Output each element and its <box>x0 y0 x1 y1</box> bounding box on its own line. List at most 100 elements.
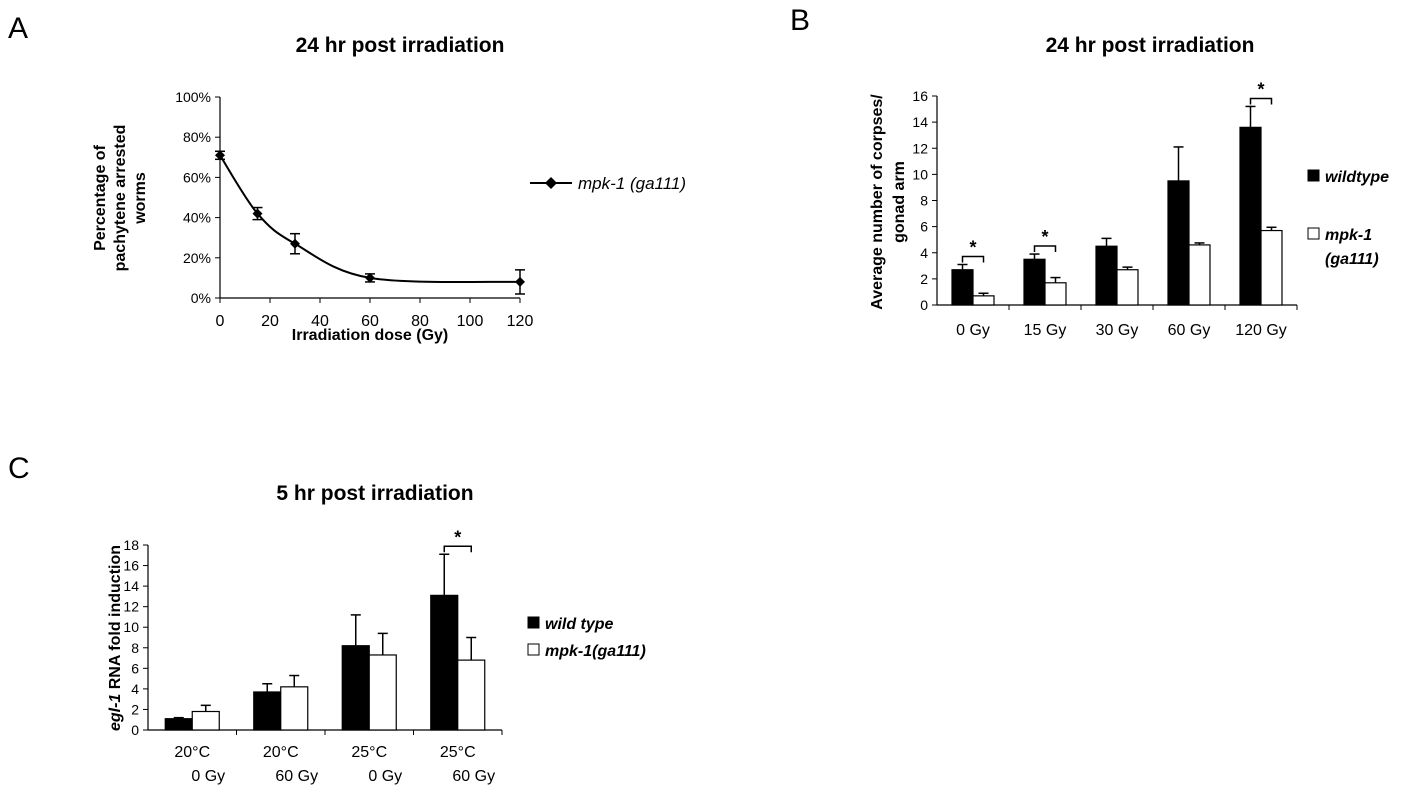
chart-b-significance-bracket <box>1249 97 1273 105</box>
chart-c-category-label: 25°C <box>351 744 387 761</box>
chart-b-y-axis-label-text-line: gonad arm <box>891 161 908 243</box>
chart-c-bar <box>164 718 193 731</box>
chart-c-category-label: 0 Gy <box>191 768 225 785</box>
chart-b-category-label: 120 Gy <box>1235 322 1287 339</box>
chart-a: 24 hr post irradiation Percentage of pach… <box>92 34 686 344</box>
chart-b-legend-label-wildtype: wildtype <box>1325 169 1389 186</box>
chart-c-y-tick-label: 4 <box>131 681 139 697</box>
chart-c-category-label: 25°C <box>440 744 476 761</box>
chart-c-category-label: 60 Gy <box>275 768 318 785</box>
chart-c-y-tick-label: 0 <box>131 722 139 738</box>
chart-b-bar <box>1188 244 1211 306</box>
chart-a-y-axis-label-text-line: Percentage of <box>92 144 109 250</box>
chart-a-data-point <box>252 208 263 219</box>
chart-a-x-tick-label: 100 <box>457 313 484 330</box>
chart-b-significance-bracket <box>1033 245 1057 253</box>
chart-c-significance-label: * <box>454 527 461 547</box>
chart-a-y-tick-label: 60% <box>183 169 211 185</box>
chart-a-data-point <box>290 238 300 249</box>
chart-c-significance-bracket <box>443 545 472 553</box>
chart-a-plot <box>215 150 525 295</box>
chart-b-legend-swatch-wildtype <box>1307 169 1320 182</box>
chart-b-y-tick-label: 8 <box>920 193 928 209</box>
chart-c-axes: 0 2 4 6 8 10 12 14 16 18 20°C 0 Gy 20°C 60 Gy 25°C 0 Gy… <box>123 537 503 785</box>
chart-b-y-tick-label: 14 <box>912 114 928 130</box>
chart-b-y-axis-label: Average number of corpses/gonad arm <box>869 94 908 310</box>
chart-a-x-tick-label: 40 <box>311 313 329 330</box>
chart-a-x-tick-label: 60 <box>361 313 379 330</box>
chart-a-legend: mpk-1 (ga111) <box>530 174 686 193</box>
panel-letter-c: C <box>8 452 30 485</box>
chart-c-y-tick-label: 14 <box>123 578 139 594</box>
chart-c-legend-label-wildtype: wild type <box>545 616 614 633</box>
chart-c-bar <box>430 594 459 731</box>
chart-b-category-label: 0 Gy <box>956 322 990 339</box>
chart-b-y-axis-label-text-line: Average number of corpses/ <box>869 94 886 310</box>
chart-c-bar <box>280 686 309 731</box>
chart-a-axes: 0% 20% 40% 60% 80% 100% 0 20 40 60 80 100 120 <box>175 89 533 330</box>
chart-b-title: 24 hr post irradiation <box>1046 34 1255 57</box>
chart-c-y-tick-label: 16 <box>123 558 139 574</box>
chart-b-bar <box>951 269 974 306</box>
chart-a-legend-label: mpk-1 (ga111) <box>578 174 686 193</box>
chart-b-y-axis-label-text: Average number of corpses/gonad arm <box>869 94 908 310</box>
chart-a-x-tick-label: 0 <box>216 313 225 330</box>
panel-letter-a: A <box>8 12 28 45</box>
panel-letter-b: B <box>790 4 810 37</box>
chart-a-y-axis-label-text-line: pachytene arrested <box>112 125 129 272</box>
chart-a-y-tick-label: 40% <box>183 210 211 226</box>
chart-b-axes: 0 2 4 6 8 10 12 14 16 0 Gy 15 Gy 30 Gy 60 Gy 120 Gy <box>912 88 1298 339</box>
chart-b-y-tick-label: 2 <box>920 271 928 287</box>
chart-b-legend-label-mpk1-line2: (ga111) <box>1325 251 1379 268</box>
chart-c-category-label: 60 Gy <box>452 768 495 785</box>
chart-c-category-label: 20°C <box>263 744 299 761</box>
chart-b-category-label: 30 Gy <box>1096 322 1139 339</box>
chart-c-category-label: 0 Gy <box>368 768 402 785</box>
chart-c-y-tick-label: 12 <box>123 599 139 615</box>
chart-b-category-label: 15 Gy <box>1024 322 1067 339</box>
chart-c-category-label: 20°C <box>174 744 210 761</box>
chart-b-legend-swatch-mpk1 <box>1307 227 1320 240</box>
chart-c-y-axis-label: egl-1 RNA fold induction <box>107 545 124 731</box>
chart-c-legend-label-mpk1: mpk-1(ga111) <box>545 643 646 660</box>
chart-b-plot: * * * <box>951 79 1283 306</box>
chart-a-y-axis-label-text: Percentage of pachytene arrested worms <box>92 125 149 272</box>
chart-a-data-point <box>365 272 375 283</box>
chart-a-title: 24 hr post irradiation <box>296 34 505 57</box>
chart-b-bar <box>972 295 995 306</box>
chart-b-bar <box>1044 282 1067 306</box>
chart-b-significance-label: * <box>969 238 976 258</box>
chart-a-x-tick-label: 80 <box>411 313 429 330</box>
chart-c-title: 5 hr post irradiation <box>276 482 473 505</box>
chart-a-x-axis-label: Irradiation dose (Gy) <box>292 327 448 344</box>
chart-a-data-point <box>515 276 525 287</box>
chart-c-y-axis-label-rest: RNA fold induction <box>107 545 124 694</box>
chart-a-y-tick-label: 20% <box>183 250 211 266</box>
chart-c: 5 hr post irradiation egl-1 RNA fold ind… <box>107 482 646 785</box>
chart-c-plot: * <box>164 527 486 731</box>
chart-a-y-tick-label: 100% <box>175 89 211 105</box>
chart-b-bar <box>1239 126 1262 306</box>
chart-c-legend: wild type mpk-1(ga111) <box>527 616 646 660</box>
chart-b-y-tick-label: 10 <box>912 166 928 182</box>
chart-a-series-line <box>219 154 521 284</box>
chart-c-bar <box>191 710 220 731</box>
chart-b-bar <box>1023 258 1046 306</box>
chart-c-y-tick-label: 18 <box>123 537 139 553</box>
chart-c-bar <box>341 645 370 731</box>
chart-b-y-tick-label: 16 <box>912 88 928 104</box>
chart-c-y-tick-label: 10 <box>123 619 139 635</box>
chart-c-legend-swatch-mpk1 <box>527 643 540 656</box>
chart-b-significance-label: * <box>1257 79 1264 99</box>
chart-b-bar <box>1116 269 1139 306</box>
chart-c-y-tick-label: 6 <box>131 660 139 676</box>
chart-b-y-tick-label: 4 <box>920 245 928 261</box>
chart-a-y-axis-label: Percentage of pachytene arrested worms <box>92 125 149 272</box>
chart-b-category-label: 60 Gy <box>1168 322 1211 339</box>
chart-b-y-tick-label: 6 <box>920 219 928 235</box>
chart-a-x-tick-label: 120 <box>507 313 534 330</box>
chart-b-legend: wildtype mpk-1 (ga111) <box>1307 169 1389 268</box>
chart-b-legend-label-mpk1-line1: mpk-1 <box>1325 227 1372 244</box>
chart-c-bar <box>457 659 486 731</box>
chart-a-y-tick-label: 0% <box>191 290 211 306</box>
